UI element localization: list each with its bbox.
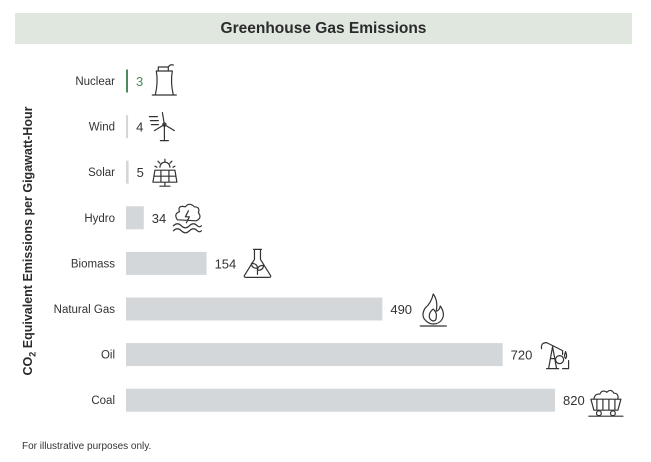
bar-nuclear [126, 69, 128, 93]
bar-coal [126, 388, 555, 412]
nuclear-plant-icon [151, 64, 177, 96]
bar-biomass [126, 251, 207, 275]
bar-oil [126, 343, 503, 367]
natural-gas-flame-icon [419, 293, 447, 327]
value-label-wind: 4 [136, 120, 143, 135]
category-label-oil: Oil [101, 350, 115, 362]
value-label-oil: 720 [511, 348, 533, 363]
bar-hydro [126, 206, 144, 230]
bar-natural-gas [126, 297, 383, 321]
value-label-natural-gas: 490 [390, 302, 412, 317]
value-label-solar: 5 [137, 165, 144, 180]
value-label-nuclear: 3 [136, 74, 143, 89]
category-label-wind: Wind [89, 122, 115, 134]
oil-pump-icon [540, 342, 570, 370]
wind-turbine-icon [148, 111, 175, 142]
bar-solar [126, 160, 129, 184]
category-label-coal: Coal [91, 395, 115, 407]
chart-title-bar: Greenhouse Gas Emissions [15, 13, 632, 44]
category-label-biomass: Biomass [71, 258, 115, 270]
value-label-coal: 820 [563, 393, 585, 408]
category-label-hydro: Hydro [84, 213, 115, 225]
hydro-wave-icon [172, 203, 202, 234]
value-label-biomass: 154 [215, 256, 237, 271]
category-label-nuclear: Nuclear [75, 76, 115, 88]
biomass-flask-icon [243, 248, 272, 278]
category-label-natural-gas: Natural Gas [54, 304, 116, 316]
bar-wind [126, 115, 129, 139]
value-label-hydro: 34 [152, 211, 166, 226]
chart-title: Greenhouse Gas Emissions [220, 19, 427, 37]
coal-cart-icon [588, 389, 624, 417]
footnote: For illustrative purposes only. [22, 441, 152, 452]
category-label-solar: Solar [88, 167, 115, 179]
solar-panel-icon [152, 158, 178, 187]
